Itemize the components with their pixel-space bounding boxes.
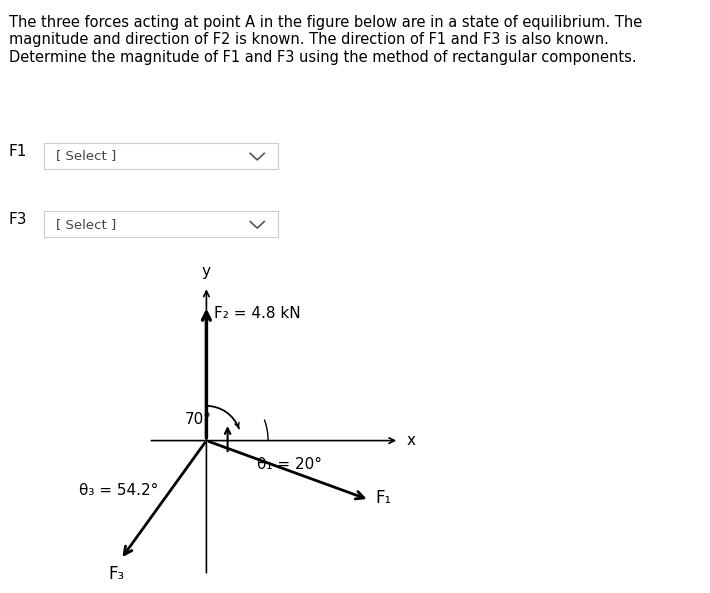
Text: [ Select ]: [ Select ]: [55, 218, 116, 231]
Text: F1: F1: [9, 144, 27, 159]
Text: F₂ = 4.8 kN: F₂ = 4.8 kN: [214, 306, 301, 321]
Text: F3: F3: [9, 212, 27, 227]
Text: The three forces acting at point A in the figure below are in a state of equilib: The three forces acting at point A in th…: [9, 15, 642, 65]
Text: F₃: F₃: [109, 565, 125, 583]
Text: x: x: [407, 433, 416, 448]
Text: θ₁ = 20°: θ₁ = 20°: [256, 457, 322, 472]
Text: θ₃ = 54.2°: θ₃ = 54.2°: [80, 483, 158, 498]
Text: F₁: F₁: [375, 489, 391, 507]
Text: 70°: 70°: [185, 412, 212, 427]
Text: [ Select ]: [ Select ]: [55, 149, 116, 162]
Text: y: y: [202, 264, 211, 279]
